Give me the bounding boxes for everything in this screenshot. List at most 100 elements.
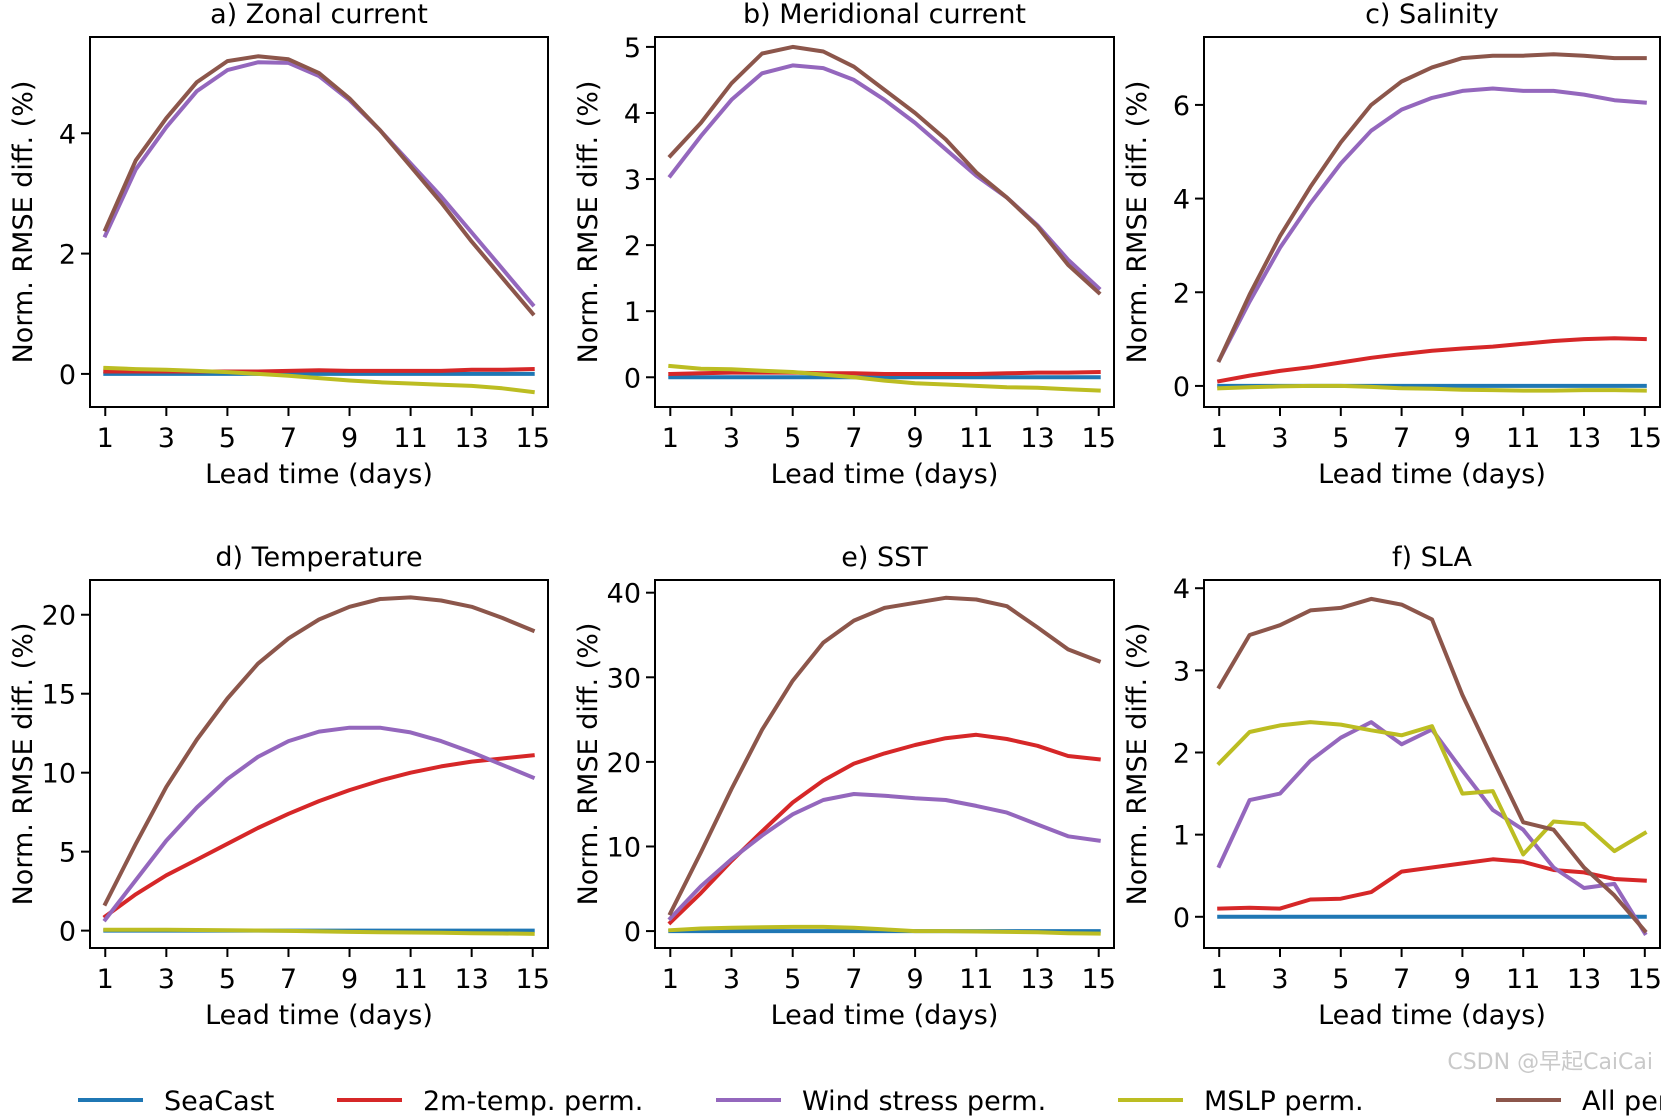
chart-2-ytick-label-2: 2 bbox=[624, 231, 641, 262]
legend-label-mslp-perm: MSLP perm. bbox=[1204, 1086, 1364, 1116]
chart-6-ylabel: Norm. RMSE diff. (%) bbox=[1122, 623, 1153, 906]
chart-4-xtick-label-5: 5 bbox=[219, 964, 236, 995]
chart-6-ytick-label-4: 4 bbox=[1173, 574, 1190, 605]
chart-5-series-wind-stress-perm bbox=[667, 792, 1101, 922]
chart-6-ytick-label-3: 3 bbox=[1173, 656, 1190, 687]
chart-4-title: d) Temperature bbox=[215, 542, 422, 573]
chart-4-xtick-label-11: 11 bbox=[393, 964, 427, 995]
chart-1-ytick-label-2: 2 bbox=[59, 240, 76, 271]
chart-5-series-2m-temp-perm bbox=[667, 732, 1101, 926]
chart-4-xlabel: Lead time (days) bbox=[205, 1000, 433, 1031]
chart-6-ytick-label-0: 0 bbox=[1173, 903, 1190, 934]
chart-5-xtick-label-15: 15 bbox=[1082, 964, 1116, 995]
chart-6-xtick-label-11: 11 bbox=[1506, 964, 1540, 995]
chart-3-xtick-label-15: 15 bbox=[1628, 423, 1661, 454]
chart-2-xtick-label-15: 15 bbox=[1082, 423, 1116, 454]
legend-label-all-perm: All perm. bbox=[1582, 1086, 1661, 1116]
chart-3-xtick-label-9: 9 bbox=[1454, 423, 1471, 454]
chart-1-xtick-label-1: 1 bbox=[97, 423, 114, 454]
chart-2-ytick-label-0: 0 bbox=[624, 363, 641, 394]
chart-5-xtick-label-7: 7 bbox=[845, 964, 862, 995]
legend-label-seacast: SeaCast bbox=[164, 1086, 274, 1116]
chart-3-xtick-label-5: 5 bbox=[1332, 423, 1349, 454]
chart-4-ytick-label-20: 20 bbox=[42, 601, 76, 632]
chart-3-xtick-label-11: 11 bbox=[1506, 423, 1540, 454]
watermark: CSDN @早起CaiCai bbox=[1447, 1050, 1653, 1075]
chart-1-ytick-label-0: 0 bbox=[59, 360, 76, 391]
chart-6-xtick-label-15: 15 bbox=[1628, 964, 1661, 995]
chart-3-frame bbox=[1203, 36, 1661, 408]
chart-3-xlabel: Lead time (days) bbox=[1318, 459, 1546, 490]
chart-4-ytick-label-0: 0 bbox=[59, 917, 76, 948]
chart-6-series-mslp-perm bbox=[1216, 720, 1648, 857]
legend-label-2m-temp-perm: 2m-temp. perm. bbox=[423, 1086, 643, 1116]
chart-2-series-mslp-perm bbox=[668, 363, 1101, 393]
chart-1-xtick-label-3: 3 bbox=[158, 423, 175, 454]
chart-6-ytick-label-1: 1 bbox=[1173, 821, 1190, 852]
chart-2-xlabel: Lead time (days) bbox=[771, 459, 999, 490]
chart-2-ytick-label-1: 1 bbox=[624, 297, 641, 328]
chart-5-ytick-label-40: 40 bbox=[607, 579, 641, 610]
chart-4-series-all-perm bbox=[102, 595, 536, 907]
chart-5-xtick-label-5: 5 bbox=[784, 964, 801, 995]
chart-4-ytick-label-15: 15 bbox=[42, 680, 76, 711]
chart-2-ytick-label-5: 5 bbox=[624, 33, 641, 64]
chart-4-ylabel: Norm. RMSE diff. (%) bbox=[8, 623, 39, 906]
chart-1-xlabel: Lead time (days) bbox=[205, 459, 433, 490]
chart-4-xtick-label-3: 3 bbox=[158, 964, 175, 995]
chart-2-xtick-label-1: 1 bbox=[662, 423, 679, 454]
chart-3-ytick-label-2: 2 bbox=[1173, 278, 1190, 309]
chart-3-xtick-label-3: 3 bbox=[1271, 423, 1288, 454]
chart-5-ytick-label-10: 10 bbox=[607, 832, 641, 863]
chart-2-ytick-label-3: 3 bbox=[624, 165, 641, 196]
chart-6-xlabel: Lead time (days) bbox=[1318, 1000, 1546, 1031]
chart-1-title: a) Zonal current bbox=[210, 0, 428, 30]
chart-6-frame bbox=[1203, 579, 1661, 949]
legend-label-wind-stress-perm: Wind stress perm. bbox=[802, 1086, 1046, 1116]
chart-2-ytick-label-4: 4 bbox=[624, 99, 641, 130]
chart-5-xtick-label-9: 9 bbox=[907, 964, 924, 995]
chart-1-xtick-label-15: 15 bbox=[516, 423, 550, 454]
chart-2-frame bbox=[654, 36, 1115, 408]
chart-5-ytick-label-20: 20 bbox=[607, 748, 641, 779]
chart-6-series-all-perm bbox=[1216, 596, 1648, 934]
chart-2-series-2m-temp-perm bbox=[668, 369, 1101, 377]
chart-2-ylabel: Norm. RMSE diff. (%) bbox=[573, 81, 604, 364]
chart-5-xtick-label-13: 13 bbox=[1020, 964, 1054, 995]
chart-3-ylabel: Norm. RMSE diff. (%) bbox=[1122, 81, 1153, 364]
chart-1-xtick-label-13: 13 bbox=[454, 423, 488, 454]
chart-3-series-all-perm bbox=[1216, 52, 1647, 363]
chart-4-series-wind-stress-perm bbox=[102, 725, 536, 923]
chart-5-xtick-label-1: 1 bbox=[662, 964, 679, 995]
chart-4-xtick-label-1: 1 bbox=[97, 964, 114, 995]
chart-2-xtick-label-3: 3 bbox=[723, 423, 740, 454]
chart-1-ytick-label-4: 4 bbox=[59, 119, 76, 150]
chart-2-xtick-label-11: 11 bbox=[959, 423, 993, 454]
chart-4-xtick-label-13: 13 bbox=[454, 964, 488, 995]
chart-5-ylabel: Norm. RMSE diff. (%) bbox=[573, 623, 604, 906]
chart-3-ytick-label-4: 4 bbox=[1173, 185, 1190, 216]
chart-6-xtick-label-7: 7 bbox=[1393, 964, 1410, 995]
chart-5-xlabel: Lead time (days) bbox=[771, 1000, 999, 1031]
chart-3-xtick-label-7: 7 bbox=[1393, 423, 1410, 454]
chart-5-ytick-label-30: 30 bbox=[607, 663, 641, 694]
chart-6-xtick-label-9: 9 bbox=[1454, 964, 1471, 995]
chart-2-xtick-label-9: 9 bbox=[907, 423, 924, 454]
chart-5-series-mslp-perm bbox=[668, 924, 1101, 936]
chart-1-xtick-label-5: 5 bbox=[219, 423, 236, 454]
chart-6-xtick-label-3: 3 bbox=[1271, 964, 1288, 995]
chart-5-series-all-perm bbox=[667, 595, 1102, 916]
chart-2-series-wind-stress-perm bbox=[667, 63, 1102, 291]
chart-5-ytick-label-0: 0 bbox=[624, 917, 641, 948]
chart-1-xtick-label-11: 11 bbox=[393, 423, 427, 454]
chart-5-frame bbox=[654, 579, 1115, 949]
chart-6-series-2m-temp-perm bbox=[1217, 857, 1647, 911]
chart-4-ytick-label-10: 10 bbox=[42, 759, 76, 790]
chart-2-series-all-perm bbox=[667, 44, 1102, 296]
chart-1-series-mslp-perm bbox=[103, 365, 535, 395]
